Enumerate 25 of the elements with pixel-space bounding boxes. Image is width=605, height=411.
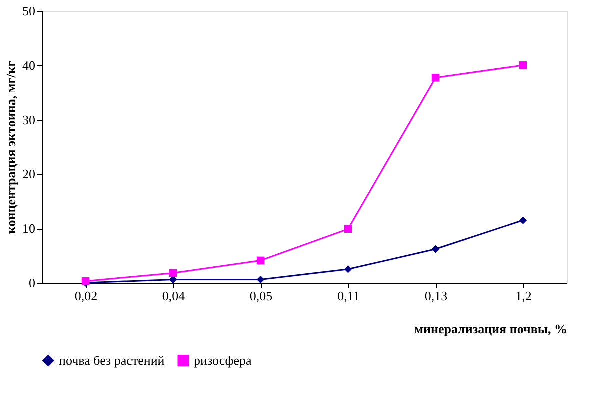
- x-tick-label: 1,2: [516, 288, 532, 304]
- y-axis-title: концентрация эктоина, мг/кг: [4, 60, 18, 234]
- x-tick-label: 0,11: [338, 288, 360, 304]
- x-axis-title: минерализация почвы, %: [414, 322, 568, 336]
- legend-label: ризосфера: [194, 352, 252, 368]
- point: [519, 62, 528, 70]
- x-tick-label: 0,13: [424, 288, 448, 304]
- y-tick-label: 30: [22, 112, 36, 128]
- y-tick-label: 0: [29, 276, 36, 290]
- point: [432, 74, 440, 82]
- point: [169, 269, 178, 278]
- point: [432, 245, 440, 254]
- x-tick-label: 0,04: [162, 288, 186, 304]
- point: [519, 216, 528, 224]
- point: [256, 256, 265, 265]
- legend-label: почва без растений: [59, 352, 165, 368]
- y-tick-label: 50: [22, 4, 36, 18]
- y-tick-label: 20: [22, 166, 36, 182]
- x-tick-label: 0,05: [250, 288, 273, 304]
- point: [256, 276, 265, 284]
- point: [344, 225, 352, 234]
- y-tick-label: 10: [22, 221, 36, 236]
- y-tick-label: 40: [22, 58, 36, 73]
- x-tick-label: 0,02: [74, 288, 98, 304]
- point: [344, 266, 352, 274]
